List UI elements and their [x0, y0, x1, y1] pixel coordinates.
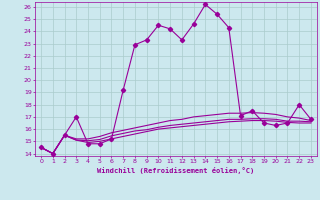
- X-axis label: Windchill (Refroidissement éolien,°C): Windchill (Refroidissement éolien,°C): [97, 167, 255, 174]
